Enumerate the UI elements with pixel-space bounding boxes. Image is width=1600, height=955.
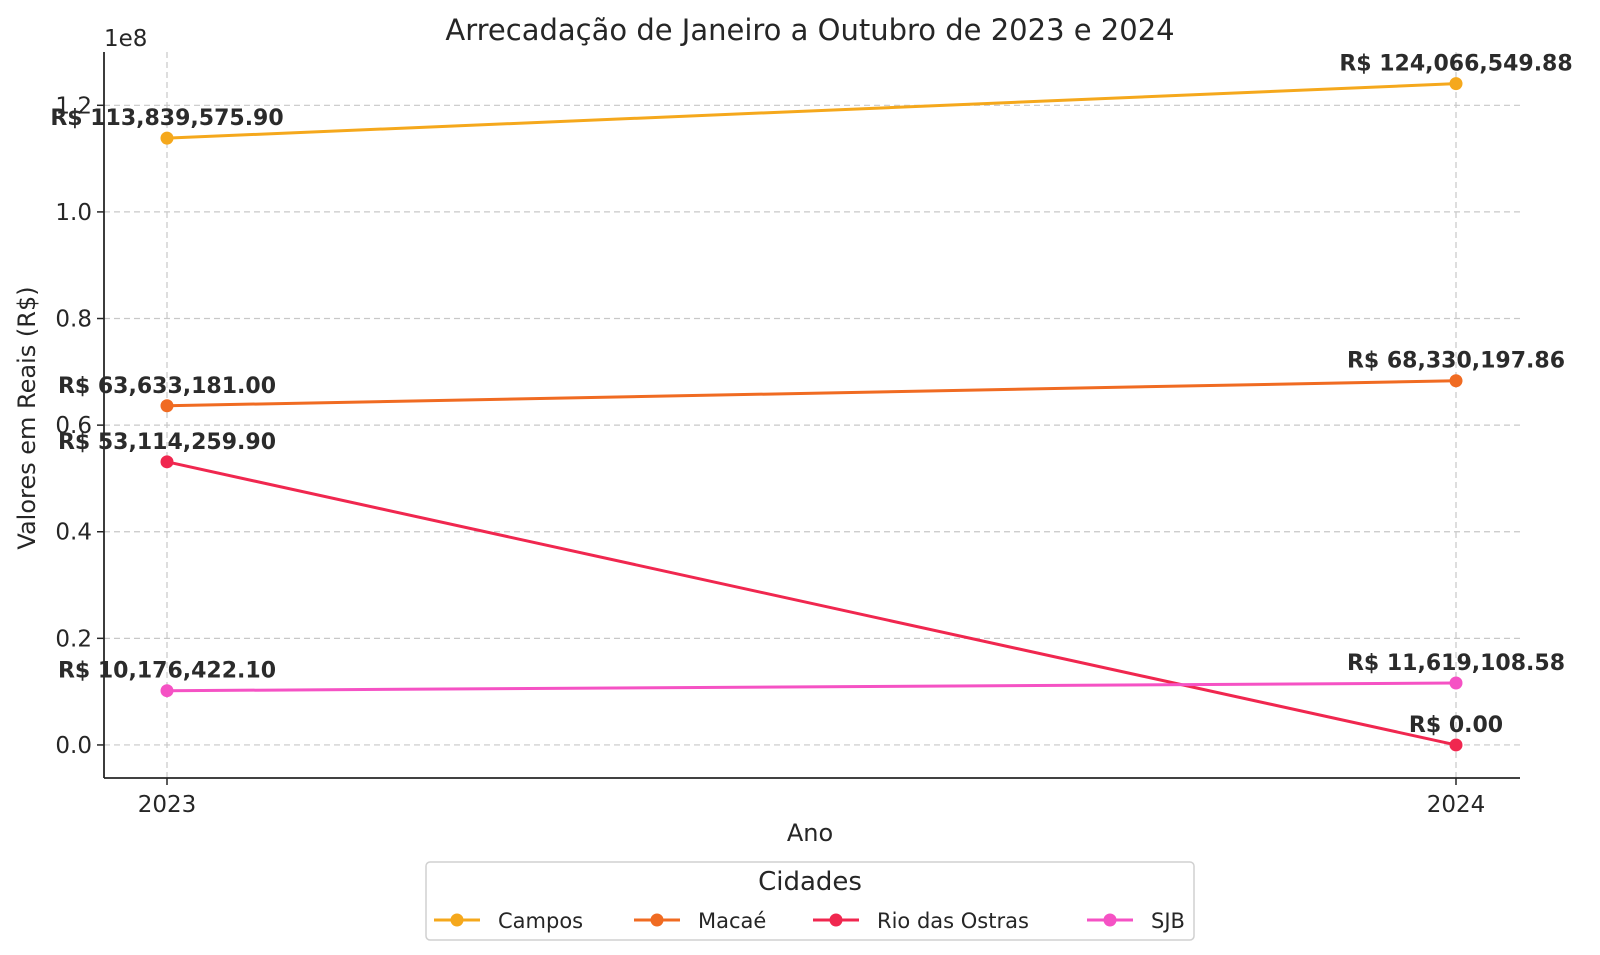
legend-marker-sjb [1103, 913, 1117, 927]
data-label-campos: R$ 113,839,575.90 [50, 106, 283, 131]
y-tick-label: 0.2 [55, 626, 92, 652]
series-line-rio-das-ostras [166, 460, 1457, 747]
data-label-sjb: R$ 10,176,422.10 [58, 659, 276, 684]
legend-label-campos: Campos [498, 909, 583, 933]
legend-label-sjb: SJB [1151, 909, 1185, 933]
legend-marker-rio-das-ostras [829, 913, 843, 927]
y-scale-label: 1e8 [104, 26, 147, 52]
y-tick-label: 1.2 [55, 93, 92, 119]
data-label-rio-das-ostras: R$ 0.00 [1409, 713, 1503, 738]
data-point-maca- [160, 399, 174, 413]
series-line-maca- [166, 379, 1457, 408]
series-line-sjb [166, 681, 1457, 693]
chart-title: Arrecadação de Janeiro a Outubro de 2023… [445, 13, 1174, 47]
legend-label-rio-das-ostras: Rio das Ostras [877, 909, 1029, 933]
x-tick-label: 2024 [1427, 792, 1486, 818]
data-point-campos [1449, 77, 1463, 91]
legend-frame [425, 861, 1195, 941]
data-point-rio-das-ostras [160, 455, 174, 469]
legend: Cidades Campos Macaé Rio das Ostras SJB [425, 861, 1195, 941]
series-line-campos [166, 82, 1457, 140]
y-tick-label: 0.0 [55, 733, 92, 759]
grid-layer [104, 52, 1520, 778]
data-label-sjb: R$ 11,619,108.58 [1347, 651, 1565, 676]
data-label-maca-: R$ 68,330,197.86 [1347, 349, 1565, 374]
series-layer [160, 77, 1463, 752]
x-axis-title: Ano [787, 819, 833, 847]
legend-marker-campos [450, 913, 464, 927]
legend-marker-maca- [650, 913, 664, 927]
data-label-rio-das-ostras: R$ 53,114,259.90 [58, 430, 276, 455]
y-tick-label: 0.4 [55, 520, 92, 546]
data-label-maca-: R$ 63,633,181.00 [58, 374, 276, 399]
data-label-campos: R$ 124,066,549.88 [1339, 52, 1572, 77]
y-tick-label: 0.8 [55, 307, 92, 333]
axes-layer: 0.0 0.2 0.4 0.6 0.8 1.0 1.2 2023 2024 [55, 52, 1520, 818]
data-point-rio-das-ostras [1449, 738, 1463, 752]
y-tick-label: 0.6 [55, 413, 92, 439]
y-tick-label: 1.0 [55, 200, 92, 226]
legend-title: Cidades [758, 867, 862, 897]
data-point-sjb [1449, 676, 1463, 690]
data-point-sjb [160, 684, 174, 698]
legend-items: Campos Macaé Rio das Ostras SJB [434, 909, 1185, 933]
legend-label-maca-: Macaé [698, 909, 766, 933]
y-axis-title: Valores em Reais (R$) [13, 286, 41, 549]
data-point-maca- [1449, 374, 1463, 388]
data-labels-layer: R$ 113,839,575.90 R$ 124,066,549.88 R$ 63,… [50, 52, 1572, 738]
data-point-campos [160, 131, 174, 145]
x-tick-label: 2023 [138, 792, 197, 818]
